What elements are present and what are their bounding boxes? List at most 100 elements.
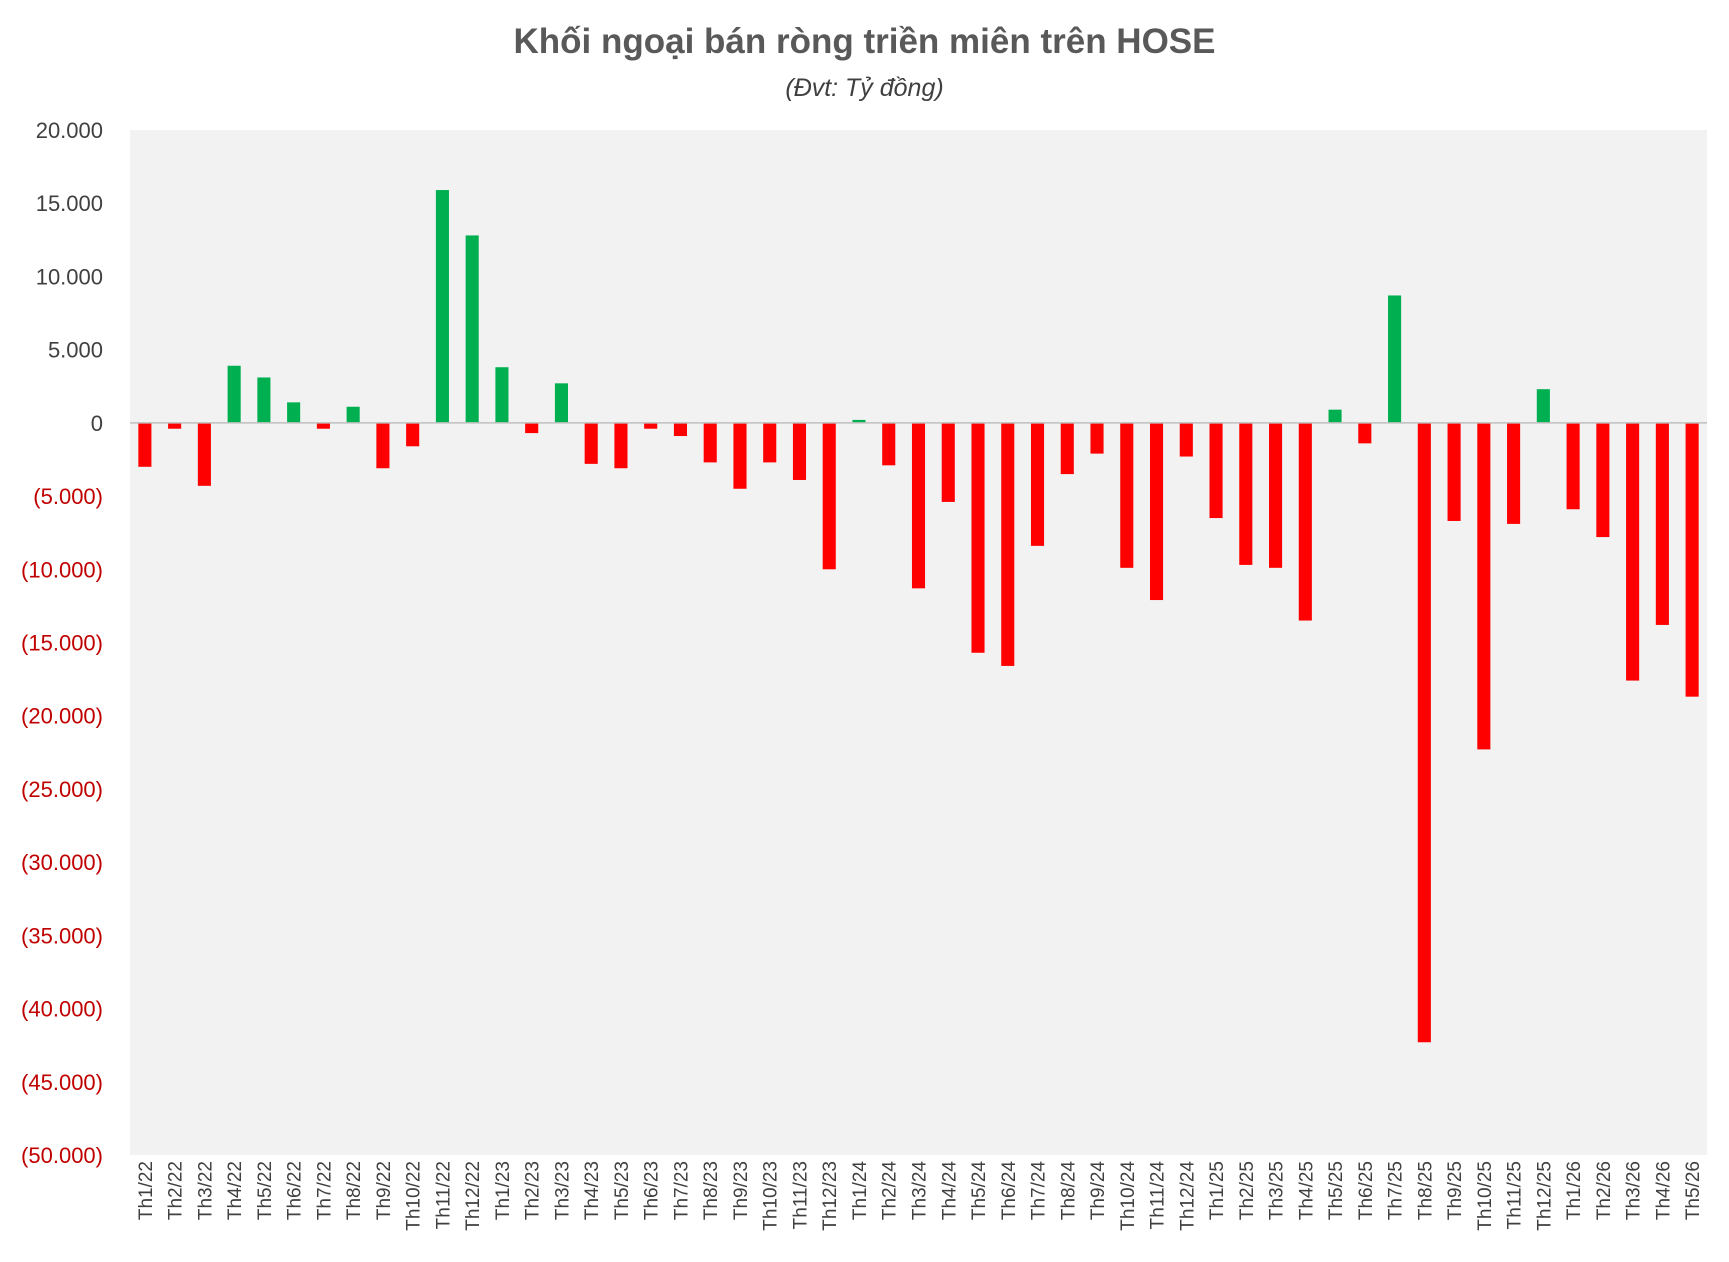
bar-th8-22: [346, 406, 360, 423]
bar-th9-25: [1447, 422, 1461, 521]
bar-th3-22: [197, 422, 211, 486]
bar-th2-23: [525, 422, 539, 434]
x-tick-label: Th8/23: [701, 1161, 722, 1220]
bar-th12-25: [1536, 389, 1550, 423]
x-tick-label: Th7/25: [1386, 1161, 1407, 1220]
y-tick-label: (40.000): [21, 997, 103, 1022]
x-tick-label: Th1/22: [136, 1161, 157, 1220]
bar-th7-23: [673, 422, 688, 437]
x-tick-label: Th10/24: [1118, 1161, 1139, 1231]
bar-th3-26: [1626, 422, 1640, 681]
y-tick-label: (50.000): [21, 1143, 103, 1168]
bar-th2-22: [168, 422, 182, 429]
x-tick-label: Th5/25: [1326, 1161, 1347, 1220]
bar-th11-22: [435, 190, 449, 423]
x-tick-label: Th2/25: [1237, 1161, 1258, 1220]
x-tick-label: Th12/25: [1534, 1161, 1555, 1231]
bar-th9-24: [1090, 422, 1104, 454]
bar-series: [138, 190, 1699, 1043]
bar-th10-24: [1120, 422, 1134, 568]
x-tick-label: Th3/22: [195, 1161, 216, 1220]
x-axis-ticks: Th1/22 Th2/22 Th3/22 Th4/22 Th5/22 Th6/22 Th7/…: [136, 1161, 1704, 1231]
bar-th5-24: [971, 422, 985, 653]
bar-th7-22: [316, 422, 330, 429]
bar-th4-26: [1655, 422, 1669, 625]
x-tick-label: Th7/24: [1029, 1161, 1050, 1221]
x-tick-label: Th6/23: [642, 1161, 663, 1220]
bar-th7-25: [1388, 295, 1402, 423]
y-tick-label: (25.000): [21, 777, 103, 802]
x-tick-label: Th6/22: [285, 1161, 306, 1220]
x-tick-label: Th10/23: [761, 1161, 782, 1231]
x-tick-label: Th10/22: [404, 1161, 425, 1231]
x-tick-label: Th8/24: [1058, 1161, 1079, 1221]
bar-th6-23: [644, 422, 658, 429]
bar-th8-23: [703, 422, 717, 463]
bar-th12-24: [1179, 422, 1193, 457]
bar-th12-23: [822, 422, 836, 570]
x-tick-label: Th1/23: [493, 1161, 514, 1220]
y-tick-label: (10.000): [21, 557, 103, 582]
bar-th5-25: [1328, 409, 1342, 423]
x-tick-label: Th4/22: [225, 1161, 246, 1220]
x-tick-label: Th10/25: [1475, 1161, 1496, 1231]
bar-th11-25: [1507, 422, 1521, 524]
bar-th6-24: [1001, 422, 1015, 666]
x-tick-label: Th6/25: [1356, 1161, 1377, 1220]
x-tick-label: Th7/23: [671, 1161, 692, 1220]
bar-th3-25: [1269, 422, 1283, 568]
y-tick-label: (35.000): [21, 923, 103, 948]
x-tick-label: Th2/22: [166, 1161, 187, 1220]
y-axis-ticks: 20.000 15.000 10.000 5.000 0 (5.000) (10.000) (…: [21, 118, 103, 1168]
x-tick-label: Th4/25: [1296, 1161, 1317, 1220]
bar-th11-24: [1149, 422, 1164, 601]
bar-th8-25: [1417, 422, 1431, 1043]
x-tick-label: Th2/26: [1594, 1161, 1615, 1220]
x-tick-label: Th1/24: [850, 1161, 871, 1221]
x-tick-label: Th12/24: [1177, 1161, 1198, 1231]
y-tick-label: 20.000: [36, 118, 103, 143]
x-tick-label: Th12/22: [463, 1161, 484, 1231]
x-tick-label: Th2/23: [523, 1161, 544, 1220]
bar-th11-23: [792, 422, 807, 480]
y-tick-label: (15.000): [21, 631, 103, 656]
chart-title: Khối ngoại bán ròng triền miên trên HOSE: [513, 22, 1216, 61]
y-tick-label: 5.000: [48, 338, 103, 363]
bar-th5-26: [1685, 422, 1699, 697]
bar-th9-22: [376, 422, 390, 469]
x-tick-label: Th11/22: [433, 1161, 454, 1229]
bar-th5-22: [257, 377, 271, 423]
x-tick-label: Th6/24: [999, 1161, 1020, 1221]
x-tick-label: Th7/22: [314, 1161, 335, 1220]
bar-th4-23: [584, 422, 598, 464]
bar-th12-22: [465, 235, 479, 423]
x-tick-label: Th2/24: [880, 1161, 901, 1221]
bar-th3-24: [911, 422, 926, 589]
x-tick-label: Th11/25: [1505, 1161, 1526, 1229]
y-tick-label: (20.000): [21, 704, 103, 729]
x-tick-label: Th3/23: [552, 1161, 573, 1220]
bar-th9-23: [733, 422, 747, 489]
x-tick-label: Th5/24: [969, 1161, 990, 1221]
y-tick-label: 0: [91, 411, 103, 436]
bar-th4-24: [941, 422, 955, 502]
bar-th2-25: [1239, 422, 1253, 565]
bar-th7-24: [1030, 422, 1045, 546]
bar-th4-25: [1298, 422, 1312, 621]
bar-th10-22: [406, 422, 420, 447]
x-tick-label: Th11/23: [790, 1161, 811, 1229]
bar-th1-23: [495, 367, 509, 423]
x-tick-label: Th4/24: [939, 1161, 960, 1221]
x-tick-label: Th12/23: [820, 1161, 841, 1231]
bar-th1-25: [1209, 422, 1223, 519]
bar-th3-23: [554, 383, 568, 423]
bar-th1-24: [852, 419, 866, 423]
x-tick-label: Th9/25: [1445, 1161, 1466, 1220]
x-tick-label: Th3/24: [910, 1161, 931, 1221]
x-tick-label: Th3/26: [1624, 1161, 1645, 1220]
bar-th2-26: [1596, 422, 1610, 538]
x-tick-label: Th11/24: [1148, 1161, 1169, 1230]
bar-th1-22: [138, 422, 152, 467]
bar-th4-22: [227, 365, 241, 423]
